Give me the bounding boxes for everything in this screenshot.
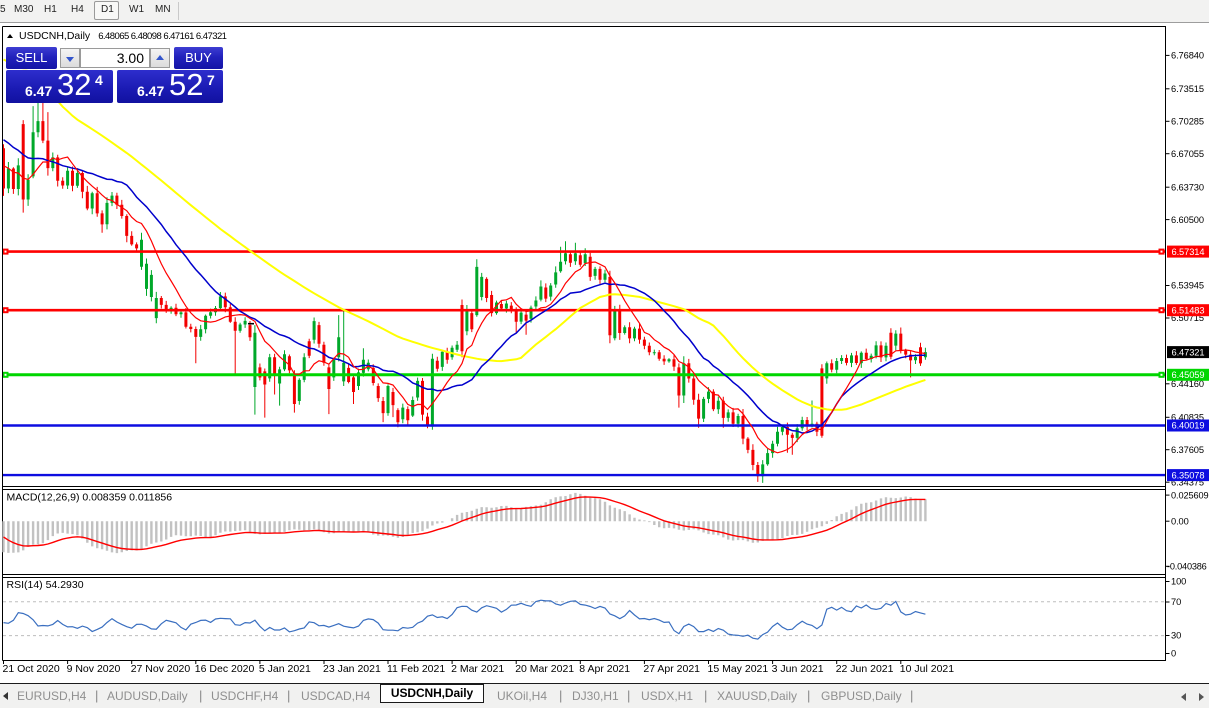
svg-text:6.60500: 6.60500 [1171,215,1204,225]
svg-text:27 Nov 2020: 27 Nov 2020 [131,663,191,675]
svg-text:10 Jul 2021: 10 Jul 2021 [900,663,954,675]
svg-text:0: 0 [1171,649,1176,659]
svg-text:100: 100 [1171,577,1186,587]
svg-text:MACD(12,26,9) 0.008359 0.01185: MACD(12,26,9) 0.008359 0.011856 [7,492,173,504]
svg-text:6.45059: 6.45059 [1172,370,1205,380]
svg-text:6.35078: 6.35078 [1172,470,1205,480]
svg-text:RSI(14) 54.2930: RSI(14) 54.2930 [7,579,84,591]
svg-text:9 Nov 2020: 9 Nov 2020 [67,663,121,675]
svg-text:70: 70 [1171,597,1181,607]
svg-text:6.57314: 6.57314 [1172,247,1205,257]
svg-text:16 Dec 2020: 16 Dec 2020 [195,663,255,675]
svg-text:6.70285: 6.70285 [1171,117,1204,127]
svg-text:21 Oct 2020: 21 Oct 2020 [3,663,60,675]
svg-text:0.025609: 0.025609 [1171,490,1209,500]
svg-text:6.40019: 6.40019 [1172,421,1205,431]
svg-text:20 Mar 2021: 20 Mar 2021 [515,663,574,675]
svg-text:6.67055: 6.67055 [1171,149,1204,159]
svg-text:6.76840: 6.76840 [1171,51,1204,61]
svg-text:3 Jun 2021: 3 Jun 2021 [772,663,824,675]
svg-text:6.53945: 6.53945 [1171,281,1204,291]
svg-text:6.51483: 6.51483 [1172,305,1205,315]
svg-text:6.50715: 6.50715 [1171,313,1204,323]
svg-text:6.34375: 6.34375 [1171,477,1204,487]
svg-text:6.40835: 6.40835 [1171,413,1204,423]
svg-text:5 Jan 2021: 5 Jan 2021 [259,663,311,675]
svg-text:-0.040386: -0.040386 [1167,562,1207,572]
svg-text:15 May 2021: 15 May 2021 [708,663,769,675]
svg-text:6.44160: 6.44160 [1171,379,1204,389]
svg-text:6.37605: 6.37605 [1171,445,1204,455]
svg-text:6.47321: 6.47321 [1172,347,1205,357]
svg-text:22 Jun 2021: 22 Jun 2021 [836,663,894,675]
svg-text:0.00: 0.00 [1171,516,1189,526]
svg-text:8 Apr 2021: 8 Apr 2021 [579,663,630,675]
svg-text:27 Apr 2021: 27 Apr 2021 [643,663,700,675]
svg-text:6.63730: 6.63730 [1171,182,1204,192]
svg-text:11 Feb 2021: 11 Feb 2021 [387,663,445,675]
svg-text:6.73515: 6.73515 [1171,84,1204,94]
svg-text:30: 30 [1171,631,1181,641]
svg-text:2 Mar 2021: 2 Mar 2021 [451,663,504,675]
svg-text:23 Jan 2021: 23 Jan 2021 [323,663,381,675]
